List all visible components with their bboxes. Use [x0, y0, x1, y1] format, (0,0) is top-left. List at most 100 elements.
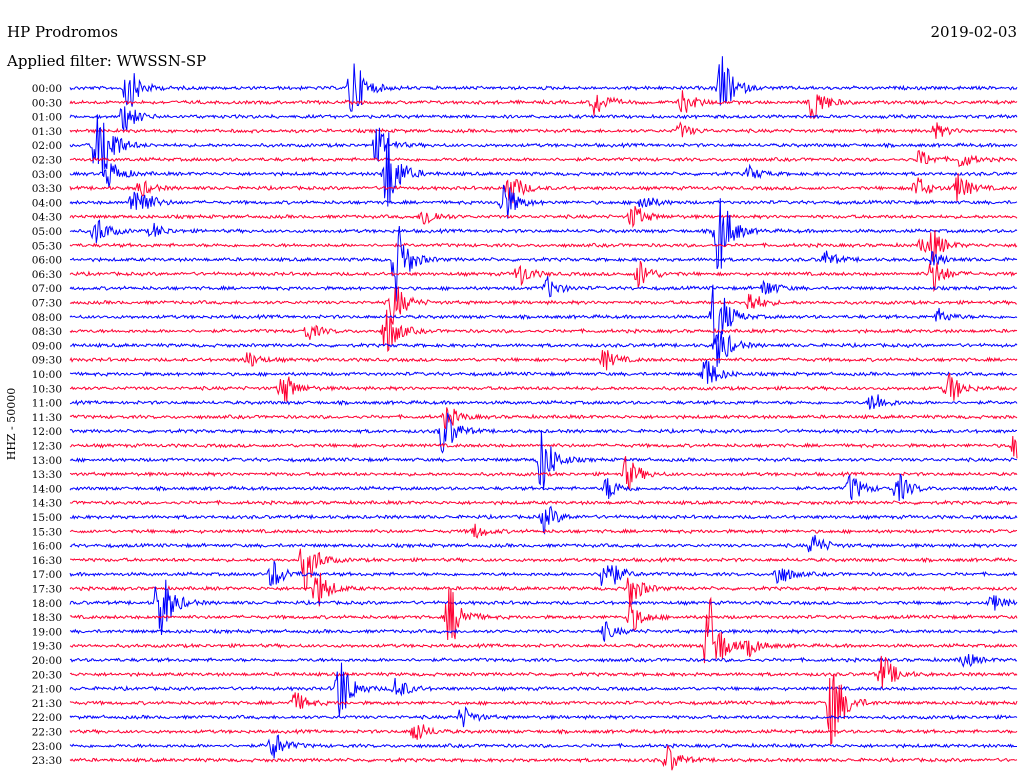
trace-row-2200	[69, 706, 1018, 728]
row-label-0930: 09:30	[32, 355, 62, 367]
row-label-2200: 22:00	[32, 712, 62, 724]
trace-row-1030	[69, 372, 1018, 402]
row-label-0000: 00:00	[32, 83, 62, 95]
row-label-2300: 23:00	[32, 741, 62, 753]
trace-row-1930	[69, 596, 1018, 664]
row-label-1900: 19:00	[32, 626, 62, 638]
trace-row-0900	[69, 330, 1018, 367]
row-label-0530: 05:30	[32, 240, 62, 252]
y-axis-label: HHZ - 50000	[5, 388, 18, 461]
trace-row-0430	[69, 206, 1018, 229]
row-label-0030: 00:30	[32, 97, 62, 109]
trace-row-2130	[69, 673, 1018, 746]
trace-row-1630	[69, 548, 1018, 592]
row-label-1930: 19:30	[32, 641, 62, 653]
row-label-1600: 16:00	[32, 541, 62, 553]
row-label-1300: 13:00	[32, 455, 62, 467]
trace-row-0530	[69, 230, 1018, 262]
row-label-1130: 11:30	[32, 412, 62, 424]
trace-row-0300	[69, 132, 1018, 207]
row-label-0100: 01:00	[32, 112, 62, 124]
trace-row-2300	[69, 734, 1017, 759]
row-label-1730: 17:30	[32, 584, 62, 596]
trace-row-0630	[69, 260, 1017, 293]
row-label-0830: 08:30	[32, 326, 62, 338]
trace-row-0400	[69, 184, 1018, 219]
trace-row-0800	[69, 284, 1018, 345]
row-label-0600: 06:00	[32, 255, 62, 267]
trace-row-0730	[69, 286, 1018, 325]
row-label-1230: 12:30	[32, 441, 62, 453]
row-label-1800: 18:00	[32, 598, 62, 610]
trace-row-1730	[69, 572, 1017, 607]
row-label-1400: 14:00	[32, 483, 62, 495]
row-label-2330: 23:30	[32, 755, 62, 767]
row-label-1430: 14:30	[32, 498, 62, 510]
trace-row-1600	[69, 535, 1018, 553]
row-label-1200: 12:00	[32, 426, 62, 438]
row-label-0130: 01:30	[32, 126, 62, 138]
trace-row-2230	[69, 724, 1018, 740]
trace-row-1430	[69, 499, 1018, 506]
trace-row-1000	[69, 359, 1018, 384]
trace-row-0700	[69, 276, 1018, 298]
trace-row-0600	[69, 225, 1018, 302]
trace-row-2000	[69, 653, 1018, 668]
trace-row-1800	[69, 579, 1018, 636]
trace-row-2030	[69, 655, 1018, 689]
row-label-1830: 18:30	[32, 612, 62, 624]
row-label-0500: 05:00	[32, 226, 62, 238]
seismic-traces	[69, 56, 1018, 771]
trace-row-0030	[69, 90, 1018, 120]
row-label-1700: 17:00	[32, 569, 62, 581]
trace-row-1330	[69, 456, 1018, 490]
trace-row-0130	[69, 121, 1018, 139]
trace-row-1830	[69, 588, 1018, 641]
row-label-2230: 22:30	[32, 727, 62, 739]
row-label-0800: 08:00	[32, 312, 62, 324]
row-label-1000: 10:00	[32, 369, 62, 381]
trace-row-1700	[69, 560, 1018, 587]
trace-row-1230	[69, 435, 1018, 459]
row-label-0300: 03:00	[32, 169, 62, 181]
trace-row-1200	[69, 412, 1018, 454]
trace-row-0100	[69, 106, 1018, 132]
trace-row-1300	[69, 431, 1018, 489]
row-label-1500: 15:00	[32, 512, 62, 524]
trace-row-0200	[69, 114, 1018, 176]
filter-label: Applied filter: WWSSN-SP	[6, 52, 206, 70]
row-label-0200: 02:00	[32, 140, 62, 152]
row-label-2100: 21:00	[32, 684, 62, 696]
date-label: 2019-02-03	[931, 23, 1017, 41]
row-label-0330: 03:30	[32, 183, 62, 195]
row-label-0400: 04:00	[32, 197, 62, 209]
trace-row-0830	[69, 309, 1018, 353]
row-label-0230: 02:30	[32, 155, 62, 167]
row-label-0430: 04:30	[32, 212, 62, 224]
trace-row-2330	[69, 745, 1018, 771]
row-label-1030: 10:30	[32, 383, 62, 395]
trace-row-0500	[69, 198, 1018, 270]
trace-row-0930	[69, 349, 1018, 371]
row-label-0900: 09:00	[32, 340, 62, 352]
row-time-labels: 00:00 00:30 01:00 01:30 02:00 02:30 03:00 03:30…	[32, 83, 62, 767]
trace-row-1400	[69, 473, 1018, 502]
row-label-0700: 07:00	[32, 283, 62, 295]
row-label-1630: 16:30	[32, 555, 62, 567]
row-label-0630: 06:30	[32, 269, 62, 281]
trace-row-1130	[69, 407, 1018, 430]
trace-row-1530	[69, 523, 1018, 539]
trace-row-1100	[69, 394, 1018, 410]
row-label-2000: 20:00	[32, 655, 62, 667]
row-label-1330: 13:30	[32, 469, 62, 481]
row-label-1100: 11:00	[32, 398, 62, 410]
trace-row-1900	[69, 621, 1018, 642]
trace-row-0230	[69, 150, 1018, 168]
trace-row-0330	[69, 173, 1017, 204]
row-label-1530: 15:30	[32, 526, 62, 538]
row-label-2030: 20:30	[32, 669, 62, 681]
row-label-0730: 07:30	[32, 298, 62, 310]
row-label-2130: 21:30	[32, 698, 62, 710]
trace-row-1500	[69, 505, 1018, 535]
